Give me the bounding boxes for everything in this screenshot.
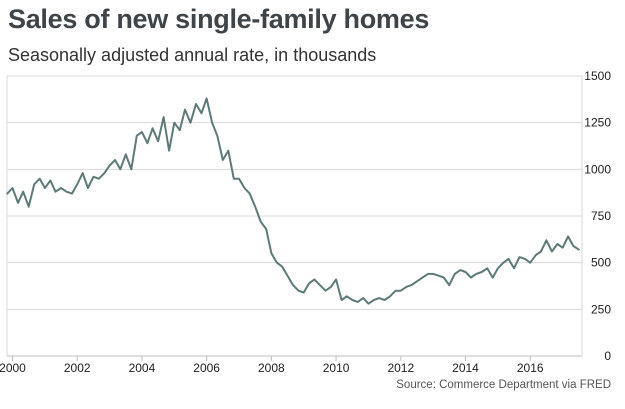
y-tick-label: 1250 <box>584 116 611 130</box>
chart-title: Sales of new single-family homes <box>8 4 430 34</box>
y-tick-label: 0 <box>604 349 611 363</box>
source-note: Source: Commerce Department via FRED <box>396 379 611 391</box>
x-tick-label: 2002 <box>64 361 91 375</box>
y-tick-label: 1000 <box>584 162 611 176</box>
x-tick-label: 2008 <box>258 361 285 375</box>
y-tick-label: 500 <box>591 256 611 270</box>
chart-subtitle: Seasonally adjusted annual rate, in thou… <box>8 45 377 65</box>
x-tick-label: 2012 <box>387 361 414 375</box>
x-tick-label: 2010 <box>323 361 350 375</box>
series-line-0 <box>6 97 580 305</box>
x-tick-label: 2004 <box>129 361 156 375</box>
y-tick-label: 750 <box>591 209 611 223</box>
x-tick-label: 2014 <box>452 361 479 375</box>
x-tick-label: 2000 <box>0 361 26 375</box>
x-tick-label: 2006 <box>193 361 220 375</box>
y-tick-label: 1500 <box>584 69 611 83</box>
x-tick-label: 2016 <box>517 361 544 375</box>
y-tick-label: 250 <box>591 302 611 316</box>
